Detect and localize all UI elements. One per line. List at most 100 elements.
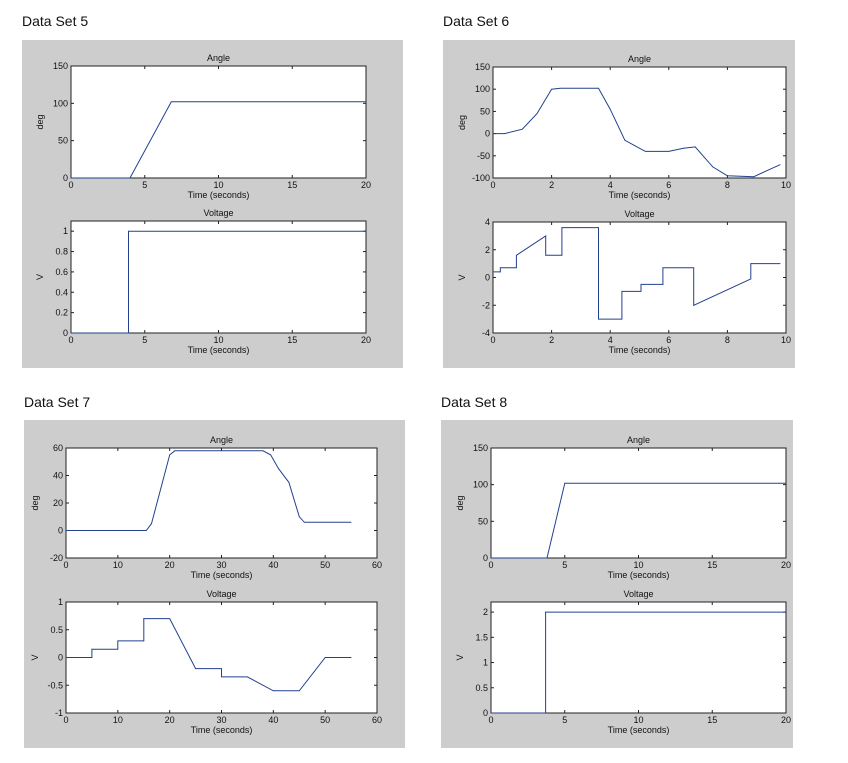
data-point bbox=[779, 263, 781, 265]
y-tick-label: 0.2 bbox=[55, 308, 68, 318]
data-point bbox=[546, 557, 548, 559]
y-tick-label: 0 bbox=[483, 553, 488, 563]
x-tick-label: 10 bbox=[213, 180, 223, 190]
axes-box bbox=[65, 447, 378, 559]
data-point bbox=[545, 712, 546, 714]
y-tick-label: 0 bbox=[58, 526, 63, 536]
x-tick-label: 5 bbox=[142, 180, 147, 190]
data-point bbox=[712, 166, 714, 168]
data-point bbox=[247, 676, 248, 678]
y-tick-label: 50 bbox=[478, 516, 488, 526]
data-point bbox=[91, 657, 93, 658]
data-point bbox=[128, 332, 129, 334]
series-line bbox=[491, 611, 786, 714]
x-tick-label: 2 bbox=[549, 335, 554, 345]
data-point bbox=[270, 454, 272, 456]
data-point bbox=[499, 271, 501, 273]
x-axis-label: Time (seconds) bbox=[608, 570, 670, 580]
subplot-6-voltage: 0 2 4 6 8 10 -4 -2 0 2 4 Voltage Time (seconds) V bbox=[457, 209, 791, 355]
data-point bbox=[551, 88, 552, 90]
x-tick-label: 0 bbox=[68, 335, 73, 345]
y-tick-label: 0.5 bbox=[475, 683, 488, 693]
data-point bbox=[143, 618, 145, 620]
subplot-title: Angle bbox=[210, 435, 233, 445]
data-point bbox=[693, 267, 695, 269]
y-tick-label: -20 bbox=[50, 553, 63, 563]
subplot-title: Voltage bbox=[624, 209, 654, 219]
x-tick-label: 40 bbox=[268, 560, 278, 570]
data-point bbox=[779, 164, 781, 166]
data-point bbox=[683, 147, 684, 149]
y-axis-label: V bbox=[35, 274, 45, 280]
subplot-8-angle: 0 5 10 15 20 0 50 100 150 Angle Time (seconds) deg bbox=[455, 435, 791, 580]
x-axis-label: Time (seconds) bbox=[191, 725, 253, 735]
data-point bbox=[545, 611, 546, 613]
x-tick-label: 20 bbox=[361, 180, 371, 190]
data-point bbox=[129, 177, 131, 179]
y-axis-label: V bbox=[30, 654, 40, 660]
subplot-8-voltage: 0 5 10 15 20 0 0.5 1 1.5 2 Voltage Time (seconds) V bbox=[455, 589, 791, 735]
data-point bbox=[91, 648, 93, 650]
data-point bbox=[324, 657, 326, 658]
x-tick-label: 15 bbox=[287, 335, 297, 345]
x-tick-label: 5 bbox=[142, 335, 147, 345]
x-axis-label: Time (seconds) bbox=[609, 345, 671, 355]
y-axis-label: deg bbox=[457, 115, 467, 130]
y-tick-label: 100 bbox=[53, 98, 68, 108]
data-point bbox=[492, 271, 494, 273]
y-tick-label: 4 bbox=[485, 217, 490, 227]
y-tick-label: -0.5 bbox=[47, 680, 63, 690]
data-point bbox=[262, 450, 264, 452]
y-tick-label: 1.5 bbox=[475, 632, 488, 642]
axes-box bbox=[492, 221, 787, 334]
x-tick-label: 20 bbox=[361, 335, 371, 345]
data-point bbox=[559, 87, 561, 89]
x-tick-label: 0 bbox=[63, 715, 68, 725]
data-point bbox=[727, 175, 728, 177]
data-point bbox=[221, 676, 222, 678]
data-point bbox=[785, 482, 787, 484]
y-tick-label: 50 bbox=[58, 136, 68, 146]
data-point bbox=[693, 304, 695, 306]
data-point bbox=[598, 87, 599, 89]
y-tick-label: 0 bbox=[63, 173, 68, 183]
x-tick-label: 20 bbox=[165, 560, 175, 570]
data-point bbox=[151, 523, 152, 525]
data-point bbox=[504, 133, 506, 135]
data-point bbox=[145, 530, 147, 531]
y-tick-label: 100 bbox=[473, 480, 488, 490]
data-point bbox=[621, 290, 623, 292]
data-point bbox=[598, 227, 599, 228]
x-tick-label: 50 bbox=[320, 560, 330, 570]
y-tick-label: 0 bbox=[483, 708, 488, 718]
y-tick-label: 0 bbox=[63, 328, 68, 338]
axes-box bbox=[70, 65, 367, 179]
x-tick-label: 8 bbox=[725, 180, 730, 190]
y-tick-label: -4 bbox=[482, 328, 490, 338]
y-tick-label: 0.6 bbox=[55, 267, 68, 277]
data-point bbox=[350, 657, 352, 658]
x-tick-label: 40 bbox=[268, 715, 278, 725]
y-tick-label: 2 bbox=[485, 245, 490, 255]
x-tick-label: 5 bbox=[562, 560, 567, 570]
y-tick-label: -100 bbox=[472, 173, 490, 183]
x-tick-label: 60 bbox=[372, 715, 382, 725]
data-point bbox=[169, 618, 171, 620]
data-point bbox=[490, 712, 492, 714]
data-point bbox=[564, 482, 566, 484]
y-tick-label: 20 bbox=[53, 498, 63, 508]
data-point bbox=[624, 139, 626, 141]
x-tick-label: 2 bbox=[549, 180, 554, 190]
data-point bbox=[117, 648, 119, 650]
x-tick-label: 10 bbox=[633, 560, 643, 570]
data-point bbox=[598, 318, 599, 320]
y-tick-label: 2 bbox=[483, 607, 488, 617]
x-tick-label: 30 bbox=[216, 560, 226, 570]
data-point bbox=[221, 668, 222, 669]
y-tick-label: 0 bbox=[485, 129, 490, 139]
y-axis-label: V bbox=[457, 274, 467, 280]
x-tick-label: 10 bbox=[781, 335, 791, 345]
data-point bbox=[561, 227, 563, 228]
data-point bbox=[174, 450, 176, 452]
